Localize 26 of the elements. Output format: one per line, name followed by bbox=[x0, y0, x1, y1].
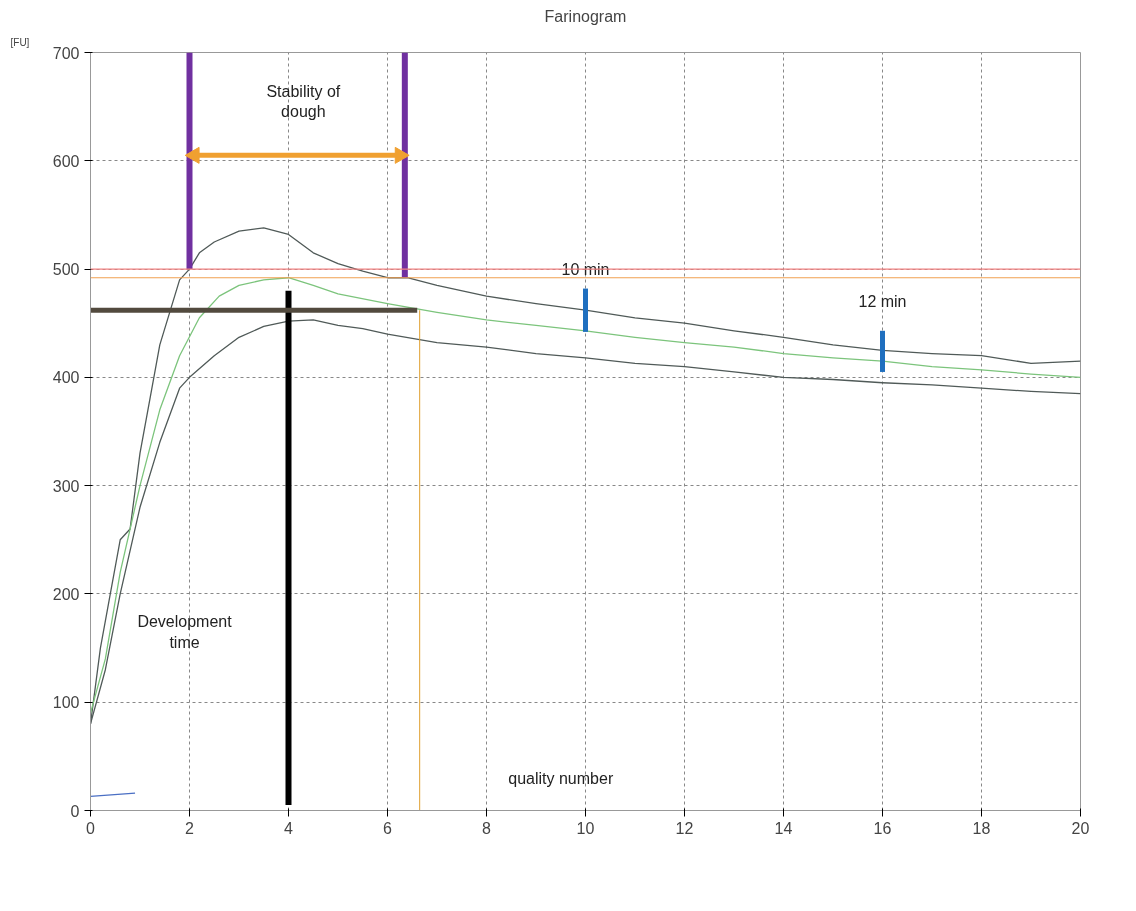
x-tick-label: 20 bbox=[1071, 819, 1090, 837]
x-tick-label: 0 bbox=[86, 819, 96, 837]
y-tick-label: 600 bbox=[52, 152, 80, 170]
chart-title: Farinogram bbox=[544, 7, 627, 25]
x-tick-label: 12 bbox=[675, 819, 694, 837]
x-tick-label: 10 bbox=[576, 819, 595, 837]
y-tick-label: 500 bbox=[52, 261, 80, 279]
annotation: 10 min bbox=[561, 260, 610, 278]
x-tick-label: 6 bbox=[383, 819, 393, 837]
x-tick-label: 8 bbox=[482, 819, 492, 837]
annotation: quality number bbox=[508, 769, 614, 787]
y-tick-label: 400 bbox=[52, 369, 80, 387]
annotation: Stability of dough bbox=[266, 82, 341, 120]
x-tick-label: 2 bbox=[185, 819, 195, 837]
y-tick-label: 700 bbox=[52, 44, 80, 62]
y-tick-label: 100 bbox=[52, 694, 80, 712]
y-tick-label: 200 bbox=[52, 585, 80, 603]
y-axis-title: [FU] bbox=[10, 36, 30, 48]
annotation: Development time bbox=[137, 613, 233, 651]
x-tick-label: 18 bbox=[972, 819, 991, 837]
x-tick-label: 14 bbox=[774, 819, 793, 837]
x-tick-label: 4 bbox=[284, 819, 294, 837]
y-tick-label: 300 bbox=[52, 477, 80, 495]
x-tick-label: 16 bbox=[873, 819, 892, 837]
annotation: 12 min bbox=[858, 293, 907, 311]
y-tick-label: 0 bbox=[70, 802, 80, 820]
